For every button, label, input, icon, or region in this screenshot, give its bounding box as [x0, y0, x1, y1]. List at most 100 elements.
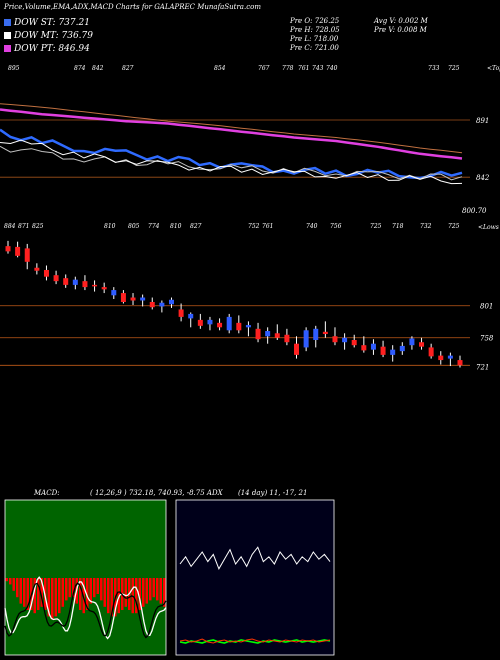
macd-bar	[93, 578, 96, 598]
ema-line-4	[0, 139, 463, 185]
macd-bar	[79, 578, 82, 610]
candle-top-label: 810	[170, 223, 182, 230]
macd-line	[4, 576, 167, 640]
candle-level-label: 721	[476, 363, 489, 371]
macd-bar	[107, 578, 110, 614]
macd-bar	[40, 578, 43, 607]
macd-bar	[19, 578, 22, 604]
macd-signal-line	[4, 582, 167, 639]
macd-bar	[124, 578, 127, 607]
macd-bar	[12, 578, 15, 591]
candle-body	[15, 246, 21, 256]
ema-top-label: 740	[326, 65, 338, 72]
candle-top-label: 740	[306, 223, 318, 230]
candle-body	[53, 275, 59, 282]
macd-bar	[163, 578, 166, 607]
macd-bar	[33, 578, 36, 614]
macd-bar	[117, 578, 120, 614]
macd-bar	[156, 578, 159, 601]
candle-body	[82, 281, 88, 288]
candle-body	[197, 319, 203, 326]
candle-body	[428, 347, 434, 357]
macd-bar	[142, 578, 145, 607]
macd-bar	[5, 578, 8, 582]
prev-high: Pre H: 728.05	[290, 26, 340, 34]
candle-body	[265, 331, 271, 337]
candle-body	[419, 342, 425, 347]
macd-bar	[68, 578, 71, 598]
adx-line-1	[179, 639, 331, 644]
candle-body	[207, 319, 213, 325]
ema-top-label: 761	[298, 65, 309, 72]
prev-open: Pre O: 726.25	[290, 17, 340, 25]
candle-body	[168, 299, 174, 305]
macd-bar	[149, 578, 152, 601]
candle-top-label: 825	[32, 223, 44, 230]
adx-line-2	[179, 638, 331, 644]
candle-body	[159, 302, 165, 307]
candle-body	[255, 328, 261, 340]
macd-bar	[47, 578, 50, 617]
ema-top-label: 874	[74, 65, 86, 72]
ema-st-text: DOW ST: 737.21	[14, 18, 90, 28]
candle-body	[43, 269, 49, 277]
candle-body	[284, 334, 290, 343]
prev-volume: Pre V: 0.008 M	[374, 26, 427, 34]
ema-corner-label: <Tops	[487, 65, 500, 72]
candle-body	[342, 337, 348, 343]
candle-body	[390, 349, 396, 355]
ema-top-label: 827	[122, 65, 134, 72]
macd-bar	[89, 578, 92, 604]
macd-bar	[26, 578, 29, 610]
adx-panel	[175, 499, 335, 656]
macd-bar	[72, 578, 75, 598]
macd-bar	[58, 578, 61, 614]
ema-price-label: 800.70	[462, 207, 487, 215]
candle-top-label: 871	[18, 223, 29, 230]
ema-level-label: 891	[476, 117, 489, 125]
candle-top-label: 761	[262, 223, 273, 230]
candle-body	[438, 355, 444, 361]
candle-top-label: 756	[330, 223, 342, 230]
macd-bar	[138, 578, 141, 610]
candle-body	[399, 345, 405, 352]
macd-bar	[131, 578, 134, 614]
macd-params: ( 12,26,9 ) 732.18, 740.93, -8.75 ADX	[90, 489, 223, 497]
macd-bar	[61, 578, 64, 607]
macd-bar	[100, 578, 103, 601]
candle-body	[274, 333, 280, 338]
candle-level-label: 801	[480, 303, 493, 311]
candle-body	[24, 248, 30, 262]
ema-pt-legend: DOW PT: 846.94	[4, 44, 90, 54]
candle-body	[149, 302, 155, 308]
candle-body	[332, 336, 338, 343]
candle-body	[457, 360, 463, 366]
ema-st-swatch	[4, 19, 11, 26]
macd-bar	[23, 578, 26, 607]
candle-body	[380, 346, 386, 355]
candle-body	[130, 297, 136, 301]
candle-body	[120, 293, 126, 302]
ema-top-label: 733	[428, 65, 440, 72]
macd-bar	[135, 578, 138, 614]
candle-level-label: 758	[480, 335, 494, 343]
ema-line-1	[0, 103, 463, 154]
candle-top-label: 805	[128, 223, 140, 230]
candle-top-label: 725	[448, 223, 460, 230]
candle-top-label: 774	[148, 223, 160, 230]
candle-body	[178, 309, 184, 317]
chart-title: Price,Volume,EMA,ADX,MACD Charts for GAL…	[4, 3, 261, 11]
ema-top-label: 743	[312, 65, 324, 72]
macd-bar	[65, 578, 68, 601]
macd-bar	[110, 578, 113, 617]
candle-body	[140, 297, 146, 301]
ema-mt-text: DOW MT: 736.79	[14, 31, 93, 41]
candle-body	[370, 343, 376, 350]
candle-body	[92, 284, 98, 287]
candle-body	[361, 345, 367, 351]
candle-body	[34, 267, 40, 271]
candle-top-label: 718	[392, 223, 404, 230]
candle-body	[217, 322, 223, 328]
macd-bar	[159, 578, 162, 604]
